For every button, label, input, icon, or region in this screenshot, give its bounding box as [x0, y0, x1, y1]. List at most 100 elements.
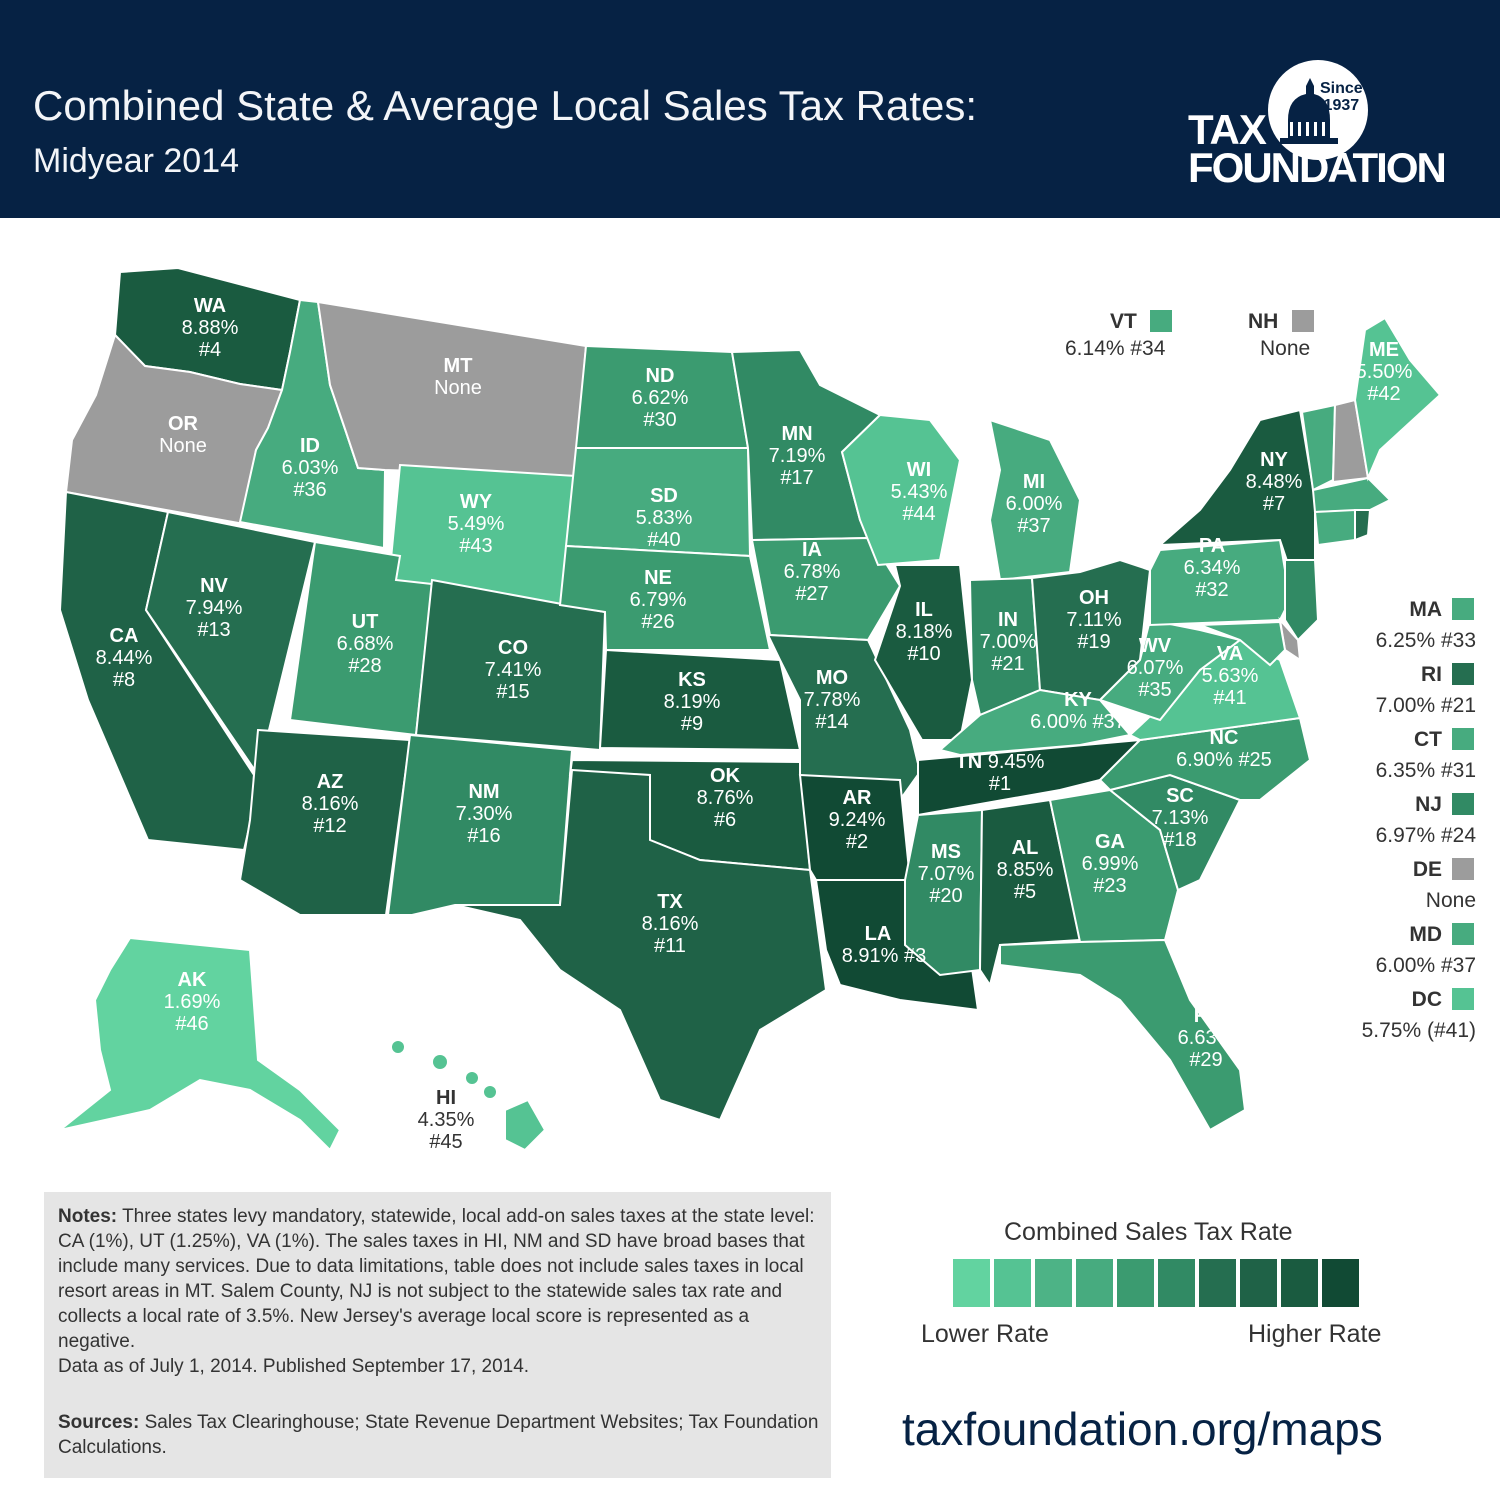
- side-callout-value-DE: None: [1425, 889, 1476, 912]
- state-NJ[interactable]: [1284, 559, 1320, 642]
- side-callout-value-RI: 7.00% #21: [1375, 694, 1476, 717]
- state-label-NY: NY 8.48% #7: [1246, 449, 1303, 515]
- state-CT[interactable]: [1313, 508, 1356, 547]
- state-label-WI-name: WI: [907, 459, 931, 481]
- state-label-VA-rate: 5.63%: [1202, 665, 1259, 687]
- side-swatch-CT: [1452, 728, 1474, 750]
- sources-paragraph: Sources: Sales Tax Clearinghouse; State …: [58, 1410, 828, 1460]
- state-label-WV-rank: #35: [1138, 679, 1171, 701]
- state-label-IL-name: IL: [915, 599, 933, 621]
- legend-low-label: Lower Rate: [921, 1320, 1049, 1348]
- state-label-SD-rank: #40: [647, 529, 680, 551]
- state-label-CO-rate: 7.41%: [485, 659, 542, 681]
- state-label-FL-rank: #29: [1189, 1049, 1222, 1071]
- state-label-MS-rank: #20: [929, 885, 962, 907]
- state-label-WV-name: WV: [1139, 635, 1172, 657]
- notes-box: Notes: Three states levy mandatory, stat…: [44, 1192, 831, 1478]
- state-label-ID: ID 6.03% #36: [282, 435, 339, 501]
- notes-label: Notes:: [58, 1206, 118, 1227]
- state-label-NE-rank: #26: [641, 611, 674, 633]
- state-label-KS-rank: #9: [681, 713, 703, 735]
- state-label-MT: MT None: [434, 355, 482, 399]
- footer-url-link[interactable]: taxfoundation.org/maps: [902, 1403, 1383, 1455]
- sources-text: Sales Tax Clearinghouse; State Revenue D…: [58, 1412, 819, 1458]
- state-label-LA-rate: 8.91% #3: [842, 945, 927, 967]
- state-RI[interactable]: [1354, 509, 1372, 542]
- state-FL[interactable]: [999, 938, 1247, 1132]
- side-swatch-NJ: [1452, 793, 1474, 815]
- state-label-ND-name: ND: [646, 365, 675, 387]
- side-callout-name-DC: DC: [1411, 988, 1442, 1011]
- state-label-NV-rank: #13: [197, 619, 230, 641]
- state-label-FL: FL 6.63% #29: [1178, 1005, 1235, 1071]
- state-label-AL-name: AL: [1012, 837, 1039, 859]
- state-label-AZ-rate: 8.16%: [302, 793, 359, 815]
- state-MI[interactable]: [988, 418, 1082, 582]
- state-label-PA-name: PA: [1199, 535, 1225, 557]
- side-callout-name-MD: MD: [1409, 923, 1442, 946]
- state-label-IN: IN 7.00% #21: [980, 609, 1037, 675]
- legend-title: Combined Sales Tax Rate: [1004, 1218, 1293, 1246]
- state-label-AL-rate: 8.85%: [997, 859, 1054, 881]
- state-label-NY-rate: 8.48%: [1246, 471, 1303, 493]
- legend-swatch: [994, 1259, 1031, 1307]
- state-label-NC-name: NC: [1210, 727, 1239, 749]
- side-callout-value-MA: 6.25% #33: [1375, 629, 1476, 652]
- state-AK[interactable]: [59, 936, 342, 1152]
- state-label-SD-name: SD: [650, 485, 678, 507]
- state-MD[interactable]: [1199, 620, 1287, 667]
- nh-swatch: [1292, 310, 1314, 332]
- hi-small-islands: [392, 1041, 496, 1098]
- state-label-GA-name: GA: [1095, 831, 1125, 853]
- state-label-ID-rate: 6.03%: [282, 457, 339, 479]
- side-callout-value-DC: 5.75% (#41): [1361, 1019, 1476, 1042]
- side-callout-name-RI: RI: [1421, 663, 1442, 686]
- state-label-NM-name: NM: [468, 781, 499, 803]
- state-label-VA: VA 5.63% #41: [1202, 643, 1259, 709]
- state-WI[interactable]: [840, 413, 962, 567]
- state-label-GA-rate: 6.99%: [1082, 853, 1139, 875]
- state-label-SC-name: SC: [1166, 785, 1194, 807]
- state-label-OK-rate: 8.76%: [697, 787, 754, 809]
- state-label-TN: TN 9.45% #1: [956, 751, 1045, 795]
- state-label-CO: CO 7.41% #15: [485, 637, 542, 703]
- state-label-IL-rank: #10: [907, 643, 940, 665]
- state-TN[interactable]: [917, 738, 1143, 817]
- legend-swatch: [953, 1259, 990, 1307]
- page-subtitle: Midyear 2014: [33, 142, 240, 180]
- state-IL[interactable]: [873, 564, 974, 741]
- state-label-ID-rank: #36: [293, 479, 326, 501]
- state-WV[interactable]: [1098, 618, 1243, 722]
- state-label-LA-name: LA: [865, 923, 892, 945]
- state-label-UT-rank: #28: [348, 655, 381, 677]
- state-label-MO-name: MO: [816, 667, 848, 689]
- state-label-OK-rank: #6: [714, 809, 736, 831]
- state-MA[interactable]: [1311, 476, 1392, 514]
- header-banner: Combined State & Average Local Sales Tax…: [0, 0, 1500, 218]
- tax-foundation-logo[interactable]: Since 1937 TAX FOUNDATION: [1180, 50, 1480, 200]
- state-label-AK-name: AK: [178, 969, 207, 991]
- state-label-MI-rank: #37: [1017, 515, 1050, 537]
- state-label-HI-name: HI: [436, 1087, 456, 1109]
- vt-callout-value: 6.14% #34: [1065, 337, 1166, 360]
- legend-swatch: [1199, 1259, 1236, 1307]
- state-label-PA-rank: #32: [1195, 579, 1228, 601]
- state-label-NM: NM 7.30% #16: [456, 781, 513, 847]
- state-label-KS: KS 8.19% #9: [664, 669, 721, 735]
- state-ME[interactable]: [1353, 316, 1442, 482]
- state-label-MS: MS 7.07% #20: [918, 841, 975, 907]
- state-TX[interactable]: [454, 768, 828, 1122]
- state-label-WA-name: WA: [194, 295, 226, 317]
- state-label-MS-name: MS: [931, 841, 961, 863]
- state-KY[interactable]: [937, 688, 1132, 757]
- state-CO[interactable]: [414, 578, 607, 752]
- state-HI[interactable]: [504, 1098, 547, 1152]
- notes-text: Three states levy mandatory, statewide, …: [58, 1206, 815, 1352]
- state-label-OR-rate: None: [159, 435, 207, 457]
- state-label-AK-rank: #46: [175, 1013, 208, 1035]
- state-label-NV-name: NV: [200, 575, 228, 597]
- state-label-TN-rate: 9.45%: [988, 751, 1045, 773]
- state-IA[interactable]: [750, 536, 902, 642]
- state-label-SC-rank: #18: [1163, 829, 1196, 851]
